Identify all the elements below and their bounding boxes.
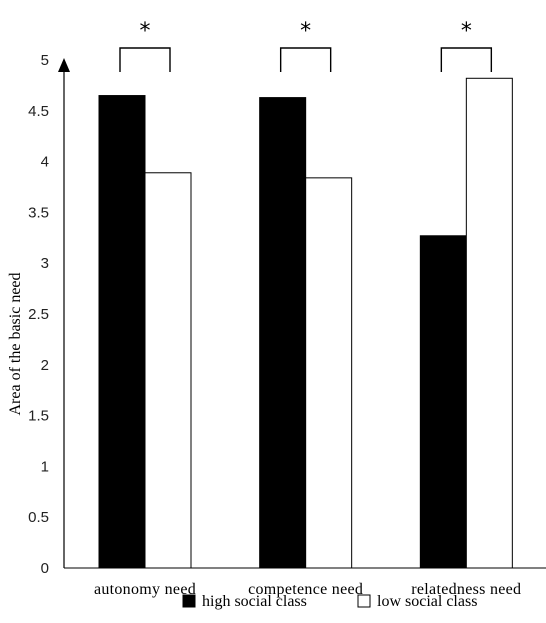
significance-star: * — [140, 19, 151, 44]
y-tick-label: 0.5 — [28, 509, 49, 526]
y-tick-label: 4.5 — [28, 103, 49, 120]
y-tick-label: 2.5 — [28, 306, 49, 323]
y-tick-label: 1.5 — [28, 408, 49, 425]
y-tick-label: 0 — [41, 560, 49, 577]
bar-low-social-class — [144, 172, 192, 569]
y-tick-label: 4 — [41, 154, 49, 171]
bar-high-social-class — [98, 95, 146, 569]
x-category-label: autonomy need — [94, 581, 196, 598]
x-category-label: competence need — [248, 581, 363, 598]
legend-swatch-high-social-class — [182, 594, 196, 608]
y-tick-label: 2 — [41, 357, 49, 374]
y-tick-label: 5 — [41, 52, 49, 69]
bar-low-social-class — [465, 77, 513, 569]
significance-star: * — [300, 19, 311, 44]
y-tick-label: 1 — [41, 458, 49, 475]
x-category-label: relatedness need — [411, 581, 521, 598]
significance-bracket — [440, 47, 493, 72]
significance-bracket — [279, 47, 332, 72]
significance-bracket — [119, 47, 171, 72]
y-axis-label: Area of the basic need — [7, 272, 24, 415]
legend-label: low social class — [377, 593, 477, 610]
bar-high-social-class — [419, 235, 467, 569]
bar-low-social-class — [305, 177, 353, 569]
legend-swatch-low-social-class — [357, 594, 371, 608]
legend-label: high social class — [202, 593, 307, 610]
y-tick-label: 3.5 — [28, 204, 49, 221]
y-tick-label: 3 — [41, 255, 49, 272]
y-axis-arrow — [58, 58, 70, 72]
bar-high-social-class — [259, 97, 307, 569]
significance-star: * — [461, 19, 472, 44]
